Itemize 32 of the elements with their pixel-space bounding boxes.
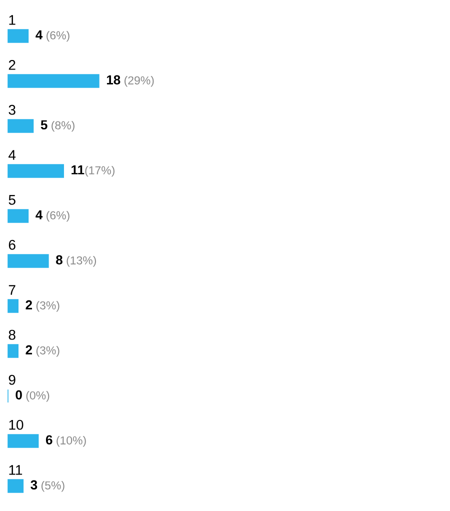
y-tick-label: 1 — [9, 15, 16, 25]
data-label: 0 (0%) — [16, 390, 50, 402]
data-label: 4 (6%) — [36, 30, 70, 42]
y-tick-label: 2 — [8, 60, 16, 70]
data-label: 3 (5%) — [30, 480, 64, 492]
y-tick-label: 10 — [9, 420, 24, 430]
y-tick-label: 11 — [9, 465, 22, 475]
bar — [8, 479, 24, 493]
y-tick-label: 6 — [8, 240, 16, 250]
data-label: 2 (3%) — [26, 345, 60, 357]
bar — [8, 119, 34, 133]
data-label: 5 (8%) — [40, 120, 74, 132]
data-label: 8 (13%) — [56, 255, 96, 267]
bar — [8, 254, 49, 268]
bar — [8, 74, 100, 88]
bar — [8, 344, 19, 358]
bar — [8, 209, 29, 223]
bar — [8, 29, 29, 43]
y-tick-label: 5 — [8, 195, 16, 205]
y-tick-label: 9 — [8, 374, 16, 385]
y-tick-label: 8 — [8, 330, 16, 340]
data-label: 11(17%) — [72, 165, 114, 177]
bar — [8, 164, 64, 178]
y-tick-label: 3 — [8, 104, 16, 115]
bar — [8, 434, 39, 448]
y-tick-label: 7 — [8, 285, 16, 295]
bar — [8, 299, 19, 313]
data-label: 6 (10%) — [46, 435, 86, 447]
data-label: 4 (6%) — [36, 210, 70, 222]
data-label: 2 (3%) — [26, 300, 60, 312]
data-label: 18 (29%) — [106, 75, 154, 87]
y-tick-label: 4 — [8, 150, 16, 160]
